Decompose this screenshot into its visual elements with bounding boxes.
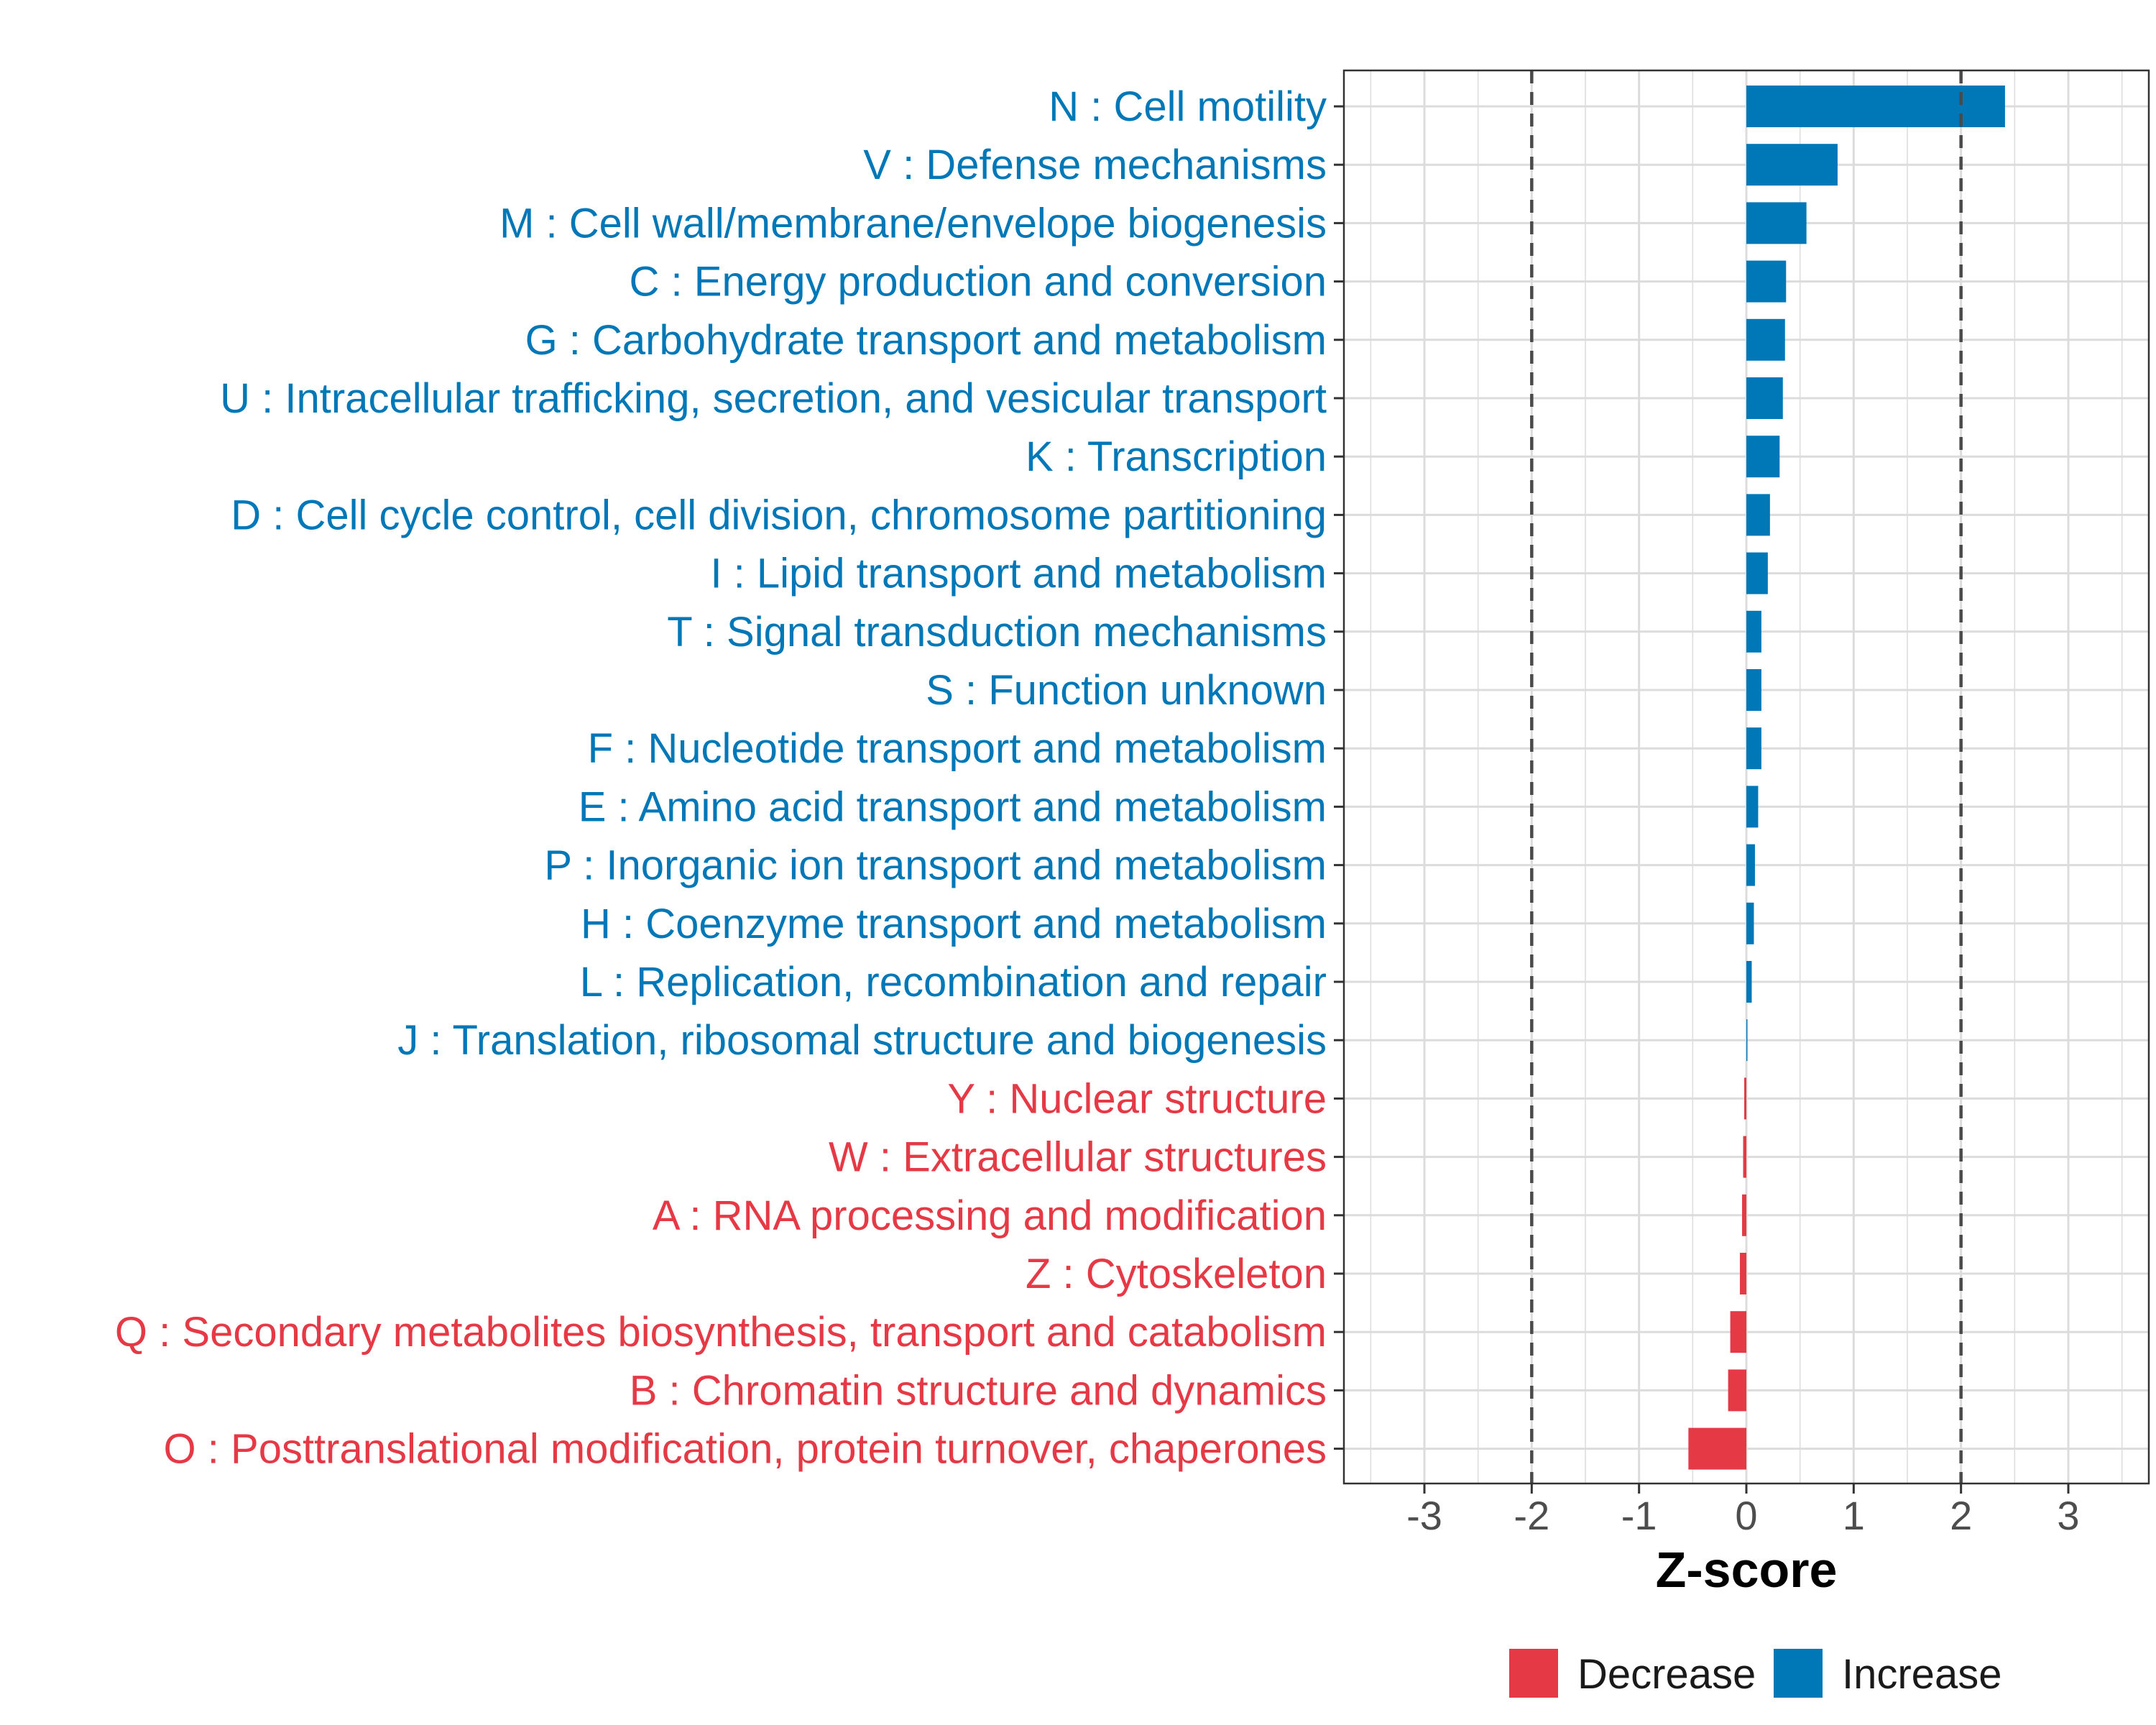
category-label: C : Energy production and conversion bbox=[630, 259, 1327, 305]
bar bbox=[1746, 144, 1838, 186]
category-label: D : Cell cycle control, cell division, c… bbox=[231, 492, 1327, 538]
bar bbox=[1746, 202, 1807, 244]
category-label: O : Posttranslational modification, prot… bbox=[164, 1426, 1327, 1473]
bar bbox=[1746, 260, 1787, 303]
bar bbox=[1746, 902, 1754, 944]
bar bbox=[1743, 1136, 1746, 1178]
x-tick-label: 1 bbox=[1843, 1493, 1865, 1538]
category-label: S : Function unknown bbox=[926, 667, 1327, 714]
bar bbox=[1746, 669, 1761, 711]
category-label: W : Extracellular structures bbox=[829, 1134, 1327, 1181]
category-label: E : Amino acid transport and metabolism bbox=[579, 783, 1327, 830]
bar bbox=[1744, 1077, 1746, 1120]
x-axis-ticks: -3 -2 -1 0 1 2 3 bbox=[1406, 1484, 2080, 1538]
category-label: Z : Cytoskeleton bbox=[1026, 1251, 1327, 1297]
legend: Decrease Increase bbox=[1509, 1649, 2001, 1698]
category-label: Q : Secondary metabolites biosynthesis, … bbox=[115, 1309, 1327, 1356]
category-label: A : RNA processing and modification bbox=[653, 1192, 1327, 1239]
bar bbox=[1742, 1194, 1746, 1236]
bar bbox=[1746, 844, 1755, 886]
bar bbox=[1746, 552, 1768, 594]
category-label: L : Replication, recombination and repai… bbox=[580, 959, 1327, 1006]
category-label: U : Intracellular trafficking, secretion… bbox=[220, 375, 1327, 422]
legend-label-decrease: Decrease bbox=[1577, 1651, 1756, 1698]
bar bbox=[1746, 86, 2005, 127]
category-label: F : Nucleotide transport and metabolism bbox=[588, 725, 1327, 772]
x-tick-label: -2 bbox=[1514, 1493, 1549, 1538]
category-labels: N : Cell motility V : Defense mechanisms M… bbox=[115, 83, 1327, 1473]
category-label: V : Defense mechanisms bbox=[863, 142, 1327, 188]
category-label: I : Lipid transport and metabolism bbox=[710, 551, 1327, 597]
bar bbox=[1740, 1253, 1746, 1294]
x-tick-label: -1 bbox=[1621, 1493, 1657, 1538]
x-tick-label: 3 bbox=[2057, 1493, 2079, 1538]
legend-key-decrease bbox=[1509, 1649, 1558, 1698]
bar bbox=[1746, 494, 1770, 536]
legend-key-increase bbox=[1774, 1649, 1823, 1698]
bar bbox=[1746, 610, 1761, 653]
category-label: J : Translation, ribosomal structure and… bbox=[397, 1017, 1327, 1064]
bar bbox=[1746, 786, 1759, 828]
x-tick-label: 0 bbox=[1735, 1493, 1757, 1538]
category-label: H : Coenzyme transport and metabolism bbox=[581, 901, 1327, 947]
legend-label-increase: Increase bbox=[1842, 1651, 2001, 1698]
bar bbox=[1688, 1427, 1746, 1470]
bar bbox=[1746, 436, 1780, 478]
category-label: B : Chromatin structure and dynamics bbox=[630, 1367, 1327, 1414]
category-label: M : Cell wall/membrane/envelope biogenes… bbox=[499, 200, 1327, 247]
category-label: K : Transcription bbox=[1026, 433, 1327, 480]
bar bbox=[1730, 1311, 1746, 1353]
x-tick-label: -3 bbox=[1406, 1493, 1442, 1538]
y-axis-ticks bbox=[1334, 105, 1344, 1450]
bar bbox=[1746, 727, 1761, 770]
x-tick-label: 2 bbox=[1950, 1493, 1972, 1538]
bar bbox=[1746, 318, 1785, 361]
bar bbox=[1746, 1019, 1748, 1062]
category-label: T : Signal transduction mechanisms bbox=[667, 609, 1327, 656]
bar bbox=[1746, 961, 1752, 1003]
bar bbox=[1746, 377, 1783, 419]
category-label: N : Cell motility bbox=[1049, 83, 1327, 130]
vertical-gridlines bbox=[1370, 70, 2123, 1484]
category-label: G : Carbohydrate transport and metabolis… bbox=[525, 317, 1327, 364]
category-label: P : Inorganic ion transport and metaboli… bbox=[544, 842, 1327, 889]
x-axis-title: Z-score bbox=[1656, 1542, 1838, 1598]
category-label: Y : Nuclear structure bbox=[947, 1075, 1327, 1122]
bar bbox=[1728, 1369, 1746, 1412]
